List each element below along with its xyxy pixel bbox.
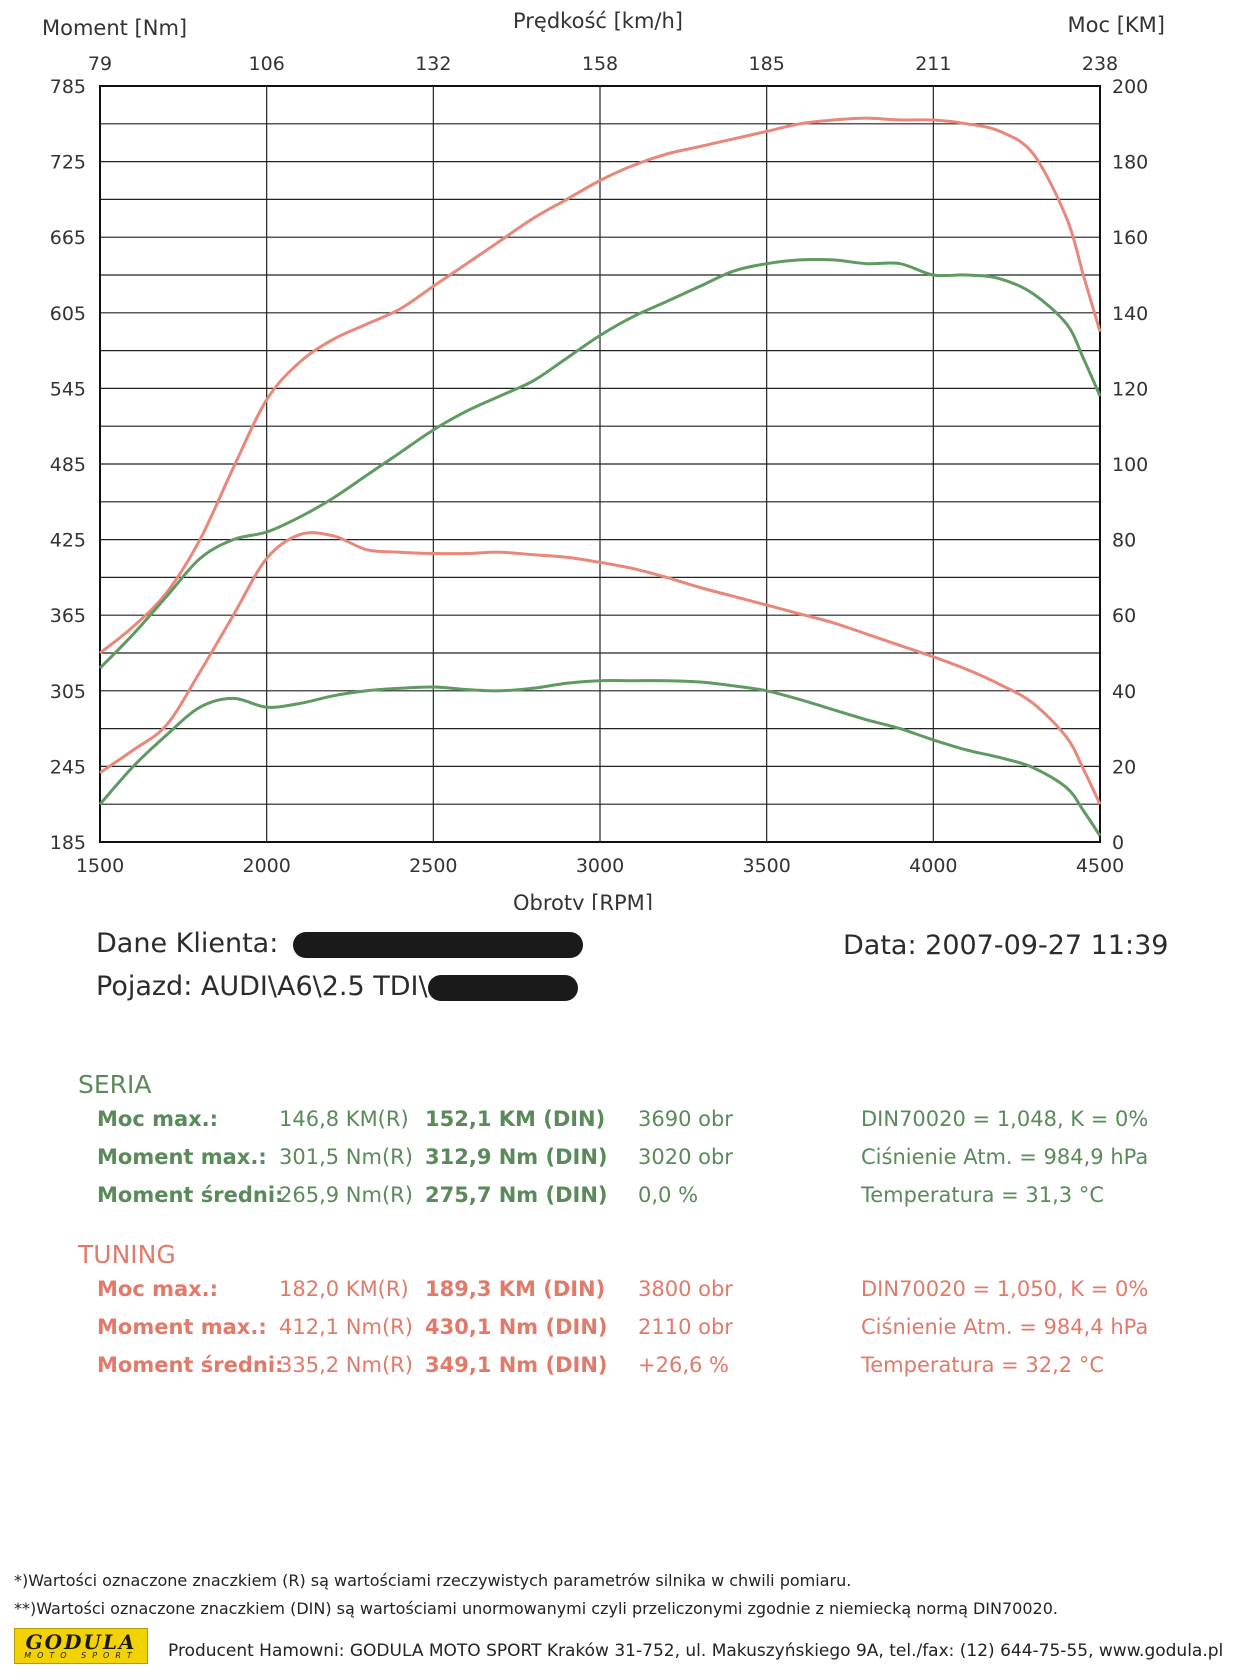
right-tick-label: 140 [1112,303,1148,325]
x-axis-title: Obroty [RPM] [513,891,653,910]
row-value-r: 301,5 Nm(R) [279,1145,413,1169]
footnote-din: **)Wartości oznaczone znaczkiem (DIN) są… [14,1599,1058,1618]
producer-info: Producent Hamowni: GODULA MOTO SPORT Kra… [168,1641,1224,1661]
top-axis-title: Prędkość [km/h] [513,9,683,33]
x-tick-label: 2500 [409,855,457,877]
left-tick-label: 545 [50,378,86,400]
right-tick-label: 100 [1112,454,1148,476]
left-tick-label: 365 [50,605,86,627]
row-extra: 0,0 % [638,1183,699,1207]
right-tick-label: 120 [1112,378,1148,400]
chart-frame [99,85,1101,843]
right-tick-label: 20 [1112,756,1136,778]
row-label: Moment max.: [97,1315,267,1339]
vehicle-label: Pojazd: [96,971,193,1002]
row-value-din: 349,1 Nm (DIN) [425,1353,608,1377]
right-tick-label: 60 [1112,605,1136,627]
row-conditions: Ciśnienie Atm. = 984,9 hPa [861,1145,1149,1169]
right-tick-label: 180 [1112,152,1148,174]
row-label: Moc max.: [97,1277,219,1301]
left-tick-label: 485 [50,454,86,476]
left-tick-label: 245 [50,756,86,778]
row-value-din: 189,3 KM (DIN) [425,1277,606,1301]
chart-grid [99,85,1101,843]
right-tick-label: 80 [1112,530,1136,552]
vehicle-line: Pojazd: AUDI\A6\2.5 TDI\ [96,971,578,1002]
seria-title: SERIA [78,1070,152,1099]
right-tick-label: 40 [1112,681,1136,703]
row-value-r: 335,2 Nm(R) [279,1353,413,1377]
top-tick-label: 185 [749,53,785,75]
top-tick-label: 79 [88,53,112,75]
x-tick-label: 4000 [909,855,957,877]
left-tick-label: 305 [50,681,86,703]
row-value-din: 312,9 Nm (DIN) [425,1145,608,1169]
top-tick-label: 132 [415,53,451,75]
top-tick-label: 106 [249,53,285,75]
tuning-torque-curve [99,531,1102,805]
row-value-r: 265,9 Nm(R) [279,1183,413,1207]
row-value-r: 412,1 Nm(R) [279,1315,413,1339]
x-tick-label: 3000 [576,855,624,877]
left-tick-label: 425 [50,530,86,552]
client-line: Dane Klienta: [96,928,583,959]
tuning-title: TUNING [78,1240,176,1269]
left-tick-label: 185 [50,832,86,854]
row-extra: +26,6 % [638,1353,729,1377]
x-tick-label: 2000 [242,855,290,877]
x-tick-label: 1500 [76,855,124,877]
row-conditions: Temperatura = 32,2 °C [861,1353,1104,1377]
row-label: Moment max.: [97,1145,267,1169]
row-value-r: 182,0 KM(R) [279,1277,409,1301]
x-tick-label: 4500 [1076,855,1124,877]
top-tick-label: 238 [1082,53,1118,75]
x-tick-label: 3500 [742,855,790,877]
logo-sub: MOTO SPORT [24,1651,138,1660]
row-conditions: Ciśnienie Atm. = 984,4 hPa [861,1315,1149,1339]
top-tick-label: 211 [915,53,951,75]
logo-text: GODULA [25,1630,137,1654]
row-value-din: 275,7 Nm (DIN) [425,1183,608,1207]
left-axis-title: Moment [Nm] [42,16,187,40]
right-axis-title: Moc [KM] [1068,13,1165,37]
right-tick-label: 0 [1112,832,1124,854]
seria-torque-curve [98,679,1102,837]
row-label: Moc max.: [97,1107,219,1131]
seria-power-curve [98,257,1102,670]
row-value-r: 146,8 KM(R) [279,1107,409,1131]
top-tick-label: 158 [582,53,618,75]
tuning-power-curve [99,116,1102,655]
row-conditions: DIN70020 = 1,050, K = 0% [861,1277,1149,1301]
right-tick-label: 200 [1112,76,1148,98]
row-label: Moment średni: [97,1353,284,1377]
row-conditions: DIN70020 = 1,048, K = 0% [861,1107,1149,1131]
left-tick-label: 785 [50,76,86,98]
godula-logo: GODULA MOTO SPORT [14,1628,148,1664]
chart-curves [98,116,1102,837]
row-value-din: 430,1 Nm (DIN) [425,1315,608,1339]
client-label: Dane Klienta: [96,928,279,959]
row-extra: 3690 obr [638,1107,733,1131]
test-date: Data: 2007-09-27 11:39 [843,930,1169,961]
left-tick-label: 725 [50,152,86,174]
redacted-client-name [292,931,583,958]
left-tick-label: 605 [50,303,86,325]
row-extra: 3800 obr [638,1277,733,1301]
row-label: Moment średni: [97,1183,284,1207]
right-tick-label: 160 [1112,227,1148,249]
left-tick-label: 665 [50,227,86,249]
row-extra: 3020 obr [638,1145,733,1169]
vehicle-value: AUDI\A6\2.5 TDI\ [200,971,428,1002]
row-extra: 2110 obr [638,1315,733,1339]
footnote-r: *)Wartości oznaczone znaczkiem (R) są wa… [14,1571,852,1590]
row-value-din: 152,1 KM (DIN) [425,1107,606,1131]
row-conditions: Temperatura = 31,3 °C [861,1183,1104,1207]
redacted-vehicle-id [427,974,578,1001]
